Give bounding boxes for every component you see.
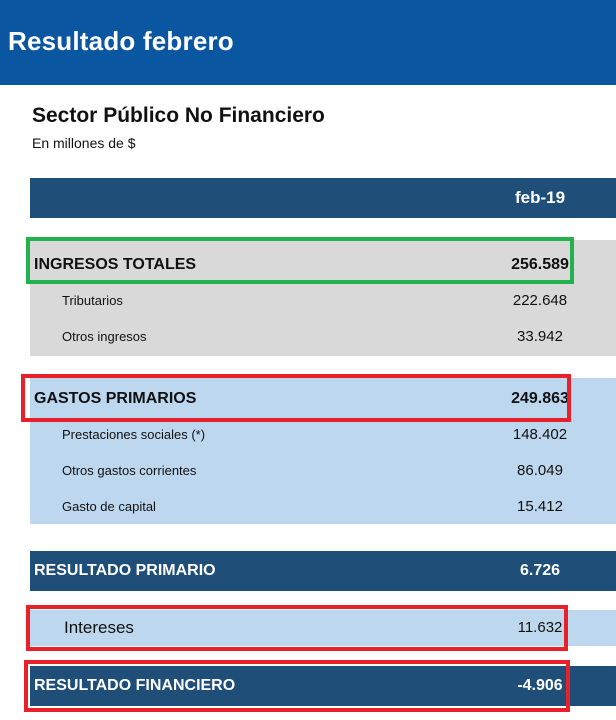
ingresos-totales-label: INGRESOS TOTALES (34, 256, 197, 273)
tributarios-value: 222.648 (512, 292, 568, 309)
otros-gastos-corrientes-label: Otros gastos corrientes (62, 463, 197, 478)
page-title: Resultado febrero (8, 26, 234, 56)
gasto-de-capital-value: 15.412 (517, 498, 563, 515)
intereses-value: 11.632 (517, 619, 563, 636)
gastos-primarios-value: 249.863 (511, 390, 569, 407)
ingresos-totales-value: 256.589 (511, 256, 569, 273)
tributarios-label: Tributarios (62, 293, 123, 308)
otros-gastos-corrientes-value: 86.049 (517, 462, 563, 479)
table-row: Tributarios 222.648 (30, 284, 616, 318)
resultado-primario-label: RESULTADO PRIMARIO (34, 562, 216, 579)
prestaciones-sociales-value: 148.402 (512, 426, 568, 443)
resultado-primario-inner: RESULTADO PRIMARIO 6.726 (30, 554, 616, 588)
resultado-financiero-row: RESULTADO FINANCIERO -4.906 (30, 666, 616, 706)
table-title: Sector Público No Financiero (32, 104, 325, 127)
gastos-block: GASTOS PRIMARIOS 249.863 Prestaciones so… (30, 378, 616, 524)
ingresos-block: INGRESOS TOTALES 256.589 Tributarios 222… (30, 240, 616, 356)
table-row: Otros gastos corrientes 86.049 (30, 454, 616, 488)
prestaciones-sociales-label: Prestaciones sociales (*) (62, 427, 206, 442)
intereses-label: Intereses (64, 618, 134, 637)
column-header-period: feb-19 (514, 188, 566, 207)
gasto-de-capital-label: Gasto de capital (62, 499, 156, 514)
resultado-financiero-label: RESULTADO FINANCIERO (34, 677, 236, 694)
gastos-primarios-row: GASTOS PRIMARIOS 249.863 (30, 382, 616, 416)
resultado-primario-value: 6.726 (519, 562, 561, 579)
ingresos-totales-row: INGRESOS TOTALES 256.589 (30, 248, 616, 282)
otros-ingresos-value: 33.942 (517, 328, 563, 345)
resultado-financiero-inner: RESULTADO FINANCIERO -4.906 (30, 669, 616, 703)
intereses-row: Intereses 11.632 (30, 610, 616, 646)
table-row: Gasto de capital 15.412 (30, 490, 616, 524)
resultado-primario-row: RESULTADO PRIMARIO 6.726 (30, 551, 616, 591)
intereses-inner: Intereses 11.632 (30, 611, 616, 645)
units-note: En millones de $ (32, 135, 136, 151)
otros-ingresos-label: Otros ingresos (62, 329, 147, 344)
gastos-primarios-label: GASTOS PRIMARIOS (34, 390, 197, 407)
table-row: Otros ingresos 33.942 (30, 320, 616, 354)
header-band: Resultado febrero (0, 0, 616, 85)
table-row: Prestaciones sociales (*) 148.402 (30, 418, 616, 452)
resultado-financiero-value: -4.906 (517, 677, 563, 694)
column-header-row: feb-19 (30, 178, 616, 218)
